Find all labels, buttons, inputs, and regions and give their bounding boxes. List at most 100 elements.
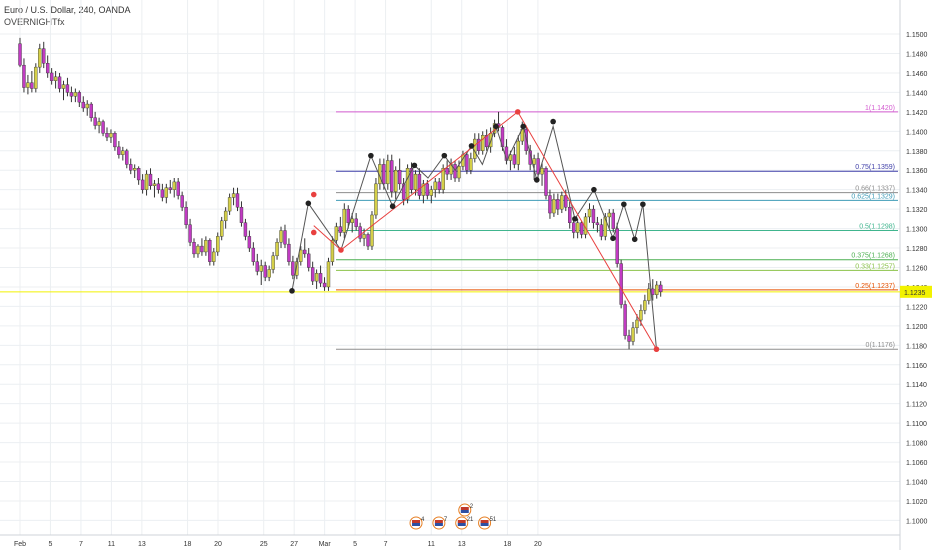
candle-body xyxy=(552,199,556,214)
pivot-marker-black xyxy=(591,186,597,193)
indicator-label: OVERNIGHTfx xyxy=(4,17,65,27)
candle-body xyxy=(338,226,343,233)
candle-body xyxy=(129,164,133,171)
candle-body xyxy=(516,140,521,165)
candle-body xyxy=(437,181,441,190)
fib-level-label: 0.625(1.1329) xyxy=(851,193,895,200)
zigzag-red-line xyxy=(313,111,657,350)
candle-body xyxy=(196,245,200,255)
candle-body xyxy=(599,224,604,237)
y-tick-label: 1.1160 xyxy=(906,363,927,370)
candle-body xyxy=(136,168,141,181)
candle-body xyxy=(457,166,461,179)
candle-body xyxy=(358,226,362,239)
economic-event-icon: 21 xyxy=(455,516,474,530)
candle-body xyxy=(132,168,137,171)
y-tick-label: 1.1020 xyxy=(906,499,928,506)
pivot-marker-black xyxy=(305,200,312,207)
economic-event-icon: 2 xyxy=(458,503,474,517)
candle-body xyxy=(568,206,572,223)
y-tick-label: 1.1300 xyxy=(906,227,928,234)
candle-body xyxy=(390,160,394,192)
candle-body xyxy=(631,327,635,342)
candle-body xyxy=(587,208,592,218)
candle-body xyxy=(271,255,275,270)
event-count: 2 xyxy=(470,504,474,510)
candle-body xyxy=(307,253,311,268)
candle-body xyxy=(53,76,58,81)
y-tick-label: 1.1280 xyxy=(906,246,928,253)
candle-body xyxy=(267,269,271,278)
fib-level-label: 0.5(1.1298) xyxy=(859,224,895,231)
candle-body xyxy=(85,103,89,109)
candle-body xyxy=(168,187,172,190)
candle-body xyxy=(362,234,366,239)
y-tick-label: 1.1420 xyxy=(906,110,928,117)
candle-body xyxy=(26,82,30,88)
y-tick-label: 1.1480 xyxy=(906,52,928,59)
candle-body xyxy=(453,164,457,179)
x-tick-label: 11 xyxy=(108,541,115,548)
candle-body xyxy=(172,181,176,190)
candle-body xyxy=(93,117,97,126)
x-tick-label: 5 xyxy=(49,541,53,548)
candle-body xyxy=(484,135,489,148)
pivot-marker-black xyxy=(610,235,616,242)
y-tick-label: 1.1360 xyxy=(906,168,928,175)
candle-body xyxy=(30,82,34,89)
candle-body xyxy=(655,284,659,295)
y-tick-label: 1.1500 xyxy=(906,32,928,39)
candle-body xyxy=(409,168,414,190)
candle-body xyxy=(421,183,426,196)
x-tick-label: 11 xyxy=(428,541,435,548)
candle-body xyxy=(109,133,113,138)
pivot-marker-red xyxy=(514,109,521,115)
y-tick-label: 1.1220 xyxy=(906,304,928,311)
candle-body xyxy=(243,222,248,237)
candle-body xyxy=(45,63,50,74)
event-count: 4 xyxy=(421,517,425,523)
candle-body xyxy=(370,214,374,247)
candle-body xyxy=(627,335,631,342)
candle-body xyxy=(105,133,109,138)
pivot-marker-black xyxy=(289,288,295,294)
x-tick-label: 27 xyxy=(290,541,298,548)
candle-body xyxy=(346,208,350,223)
candle-body xyxy=(38,48,42,68)
x-tick-label: 13 xyxy=(458,541,466,548)
candle-body xyxy=(73,92,78,97)
candle-body xyxy=(318,273,323,284)
candle-body xyxy=(180,195,184,208)
candle-body xyxy=(330,240,335,262)
candle-body xyxy=(433,181,437,190)
x-tick-label: Mar xyxy=(319,541,332,548)
candle-body xyxy=(200,245,204,253)
candle-body xyxy=(571,222,576,233)
pivot-marker-black xyxy=(389,203,396,210)
candle-body xyxy=(216,236,220,253)
y-tick-label: 1.1460 xyxy=(906,71,928,78)
x-tick-label: 20 xyxy=(534,541,542,548)
y-tick-label: 1.1100 xyxy=(906,421,927,428)
candle-body xyxy=(639,310,643,321)
candle-body xyxy=(366,234,370,247)
candle-body xyxy=(176,181,180,196)
fib-level-label: 0.33(1.1257) xyxy=(855,263,895,270)
flag-stripe-red xyxy=(457,520,466,523)
pivot-marker-black xyxy=(621,201,627,208)
candle-body xyxy=(477,138,481,151)
candle-body xyxy=(295,261,299,276)
candle-body xyxy=(113,133,117,148)
y-tick-label: 1.1340 xyxy=(906,188,928,195)
candle-body xyxy=(57,76,62,89)
candle-body xyxy=(354,218,358,227)
candle-body xyxy=(208,240,212,262)
candle-body xyxy=(303,249,307,255)
candle-body xyxy=(556,199,560,210)
flag-stripe-blue xyxy=(457,523,466,526)
candle-body xyxy=(382,164,386,185)
flag-stripe-blue xyxy=(460,510,469,513)
candle-body xyxy=(299,249,303,262)
